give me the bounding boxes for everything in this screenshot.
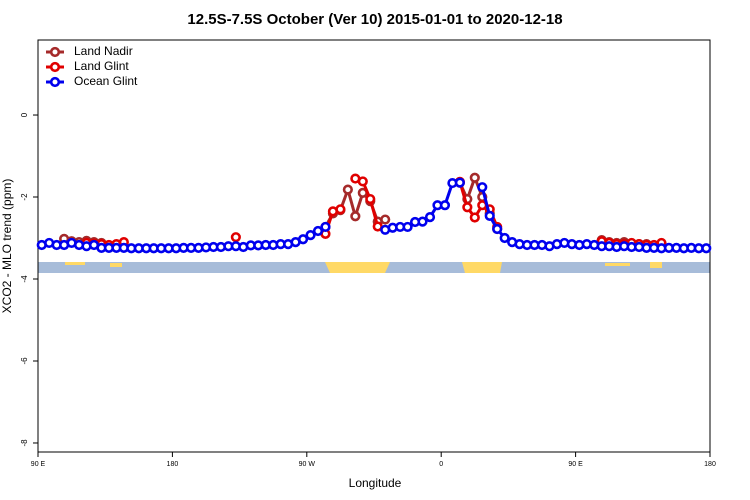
data-point [350,211,361,222]
x-axis-label: Longitude [349,476,402,490]
data-point [305,230,316,241]
land-band [65,262,85,265]
data-point [402,221,413,233]
y-tick-label: 0 [20,112,29,117]
x-tick-label: 90 E [31,461,46,468]
legend-marker [49,61,61,73]
data-point [320,221,331,233]
data-point [484,210,495,221]
data-point [701,243,712,254]
data-point [342,184,353,195]
land-band [325,262,390,273]
chart-title: 12.5S-7.5S October (Ver 10) 2015-01-01 t… [187,11,562,28]
y-tick-label: -4 [20,275,29,283]
data-point [499,232,510,244]
data-point [469,172,480,183]
x-tick-label: 180 [167,461,179,468]
land-mask [38,262,710,273]
y-tick-label: -6 [20,357,29,365]
legend-marker [49,46,61,58]
data-point [365,193,376,205]
y-tick-label: -2 [20,193,29,201]
data-point [424,211,436,223]
land-band [650,262,662,268]
y-tick-label: -8 [20,439,29,447]
legend-label: Land Glint [74,59,129,73]
data-point [454,177,465,188]
x-tick-label: 180 [704,461,716,468]
data-point [380,214,391,225]
data-point [492,223,503,235]
data-point [462,202,473,213]
data-point [230,232,241,243]
data-point [417,216,428,227]
legend-marker [49,76,61,88]
land-band [462,262,502,273]
data-point [335,204,346,215]
x-tick-label: 90 E [568,461,583,468]
land-band [605,263,630,266]
data-point [469,212,480,223]
data-point [477,182,488,193]
legend-label: Land Nadir [74,44,133,58]
legend-label: Ocean Glint [74,74,138,88]
land-band [110,263,122,267]
data-point [439,200,451,211]
x-tick-label: 90 W [299,461,316,468]
data-point [357,176,368,187]
data-point [297,234,309,245]
y-axis-label: XCO2 - MLO trend (ppm) [0,179,14,314]
data-point [312,225,324,237]
x-tick-label: 0 [439,461,443,468]
